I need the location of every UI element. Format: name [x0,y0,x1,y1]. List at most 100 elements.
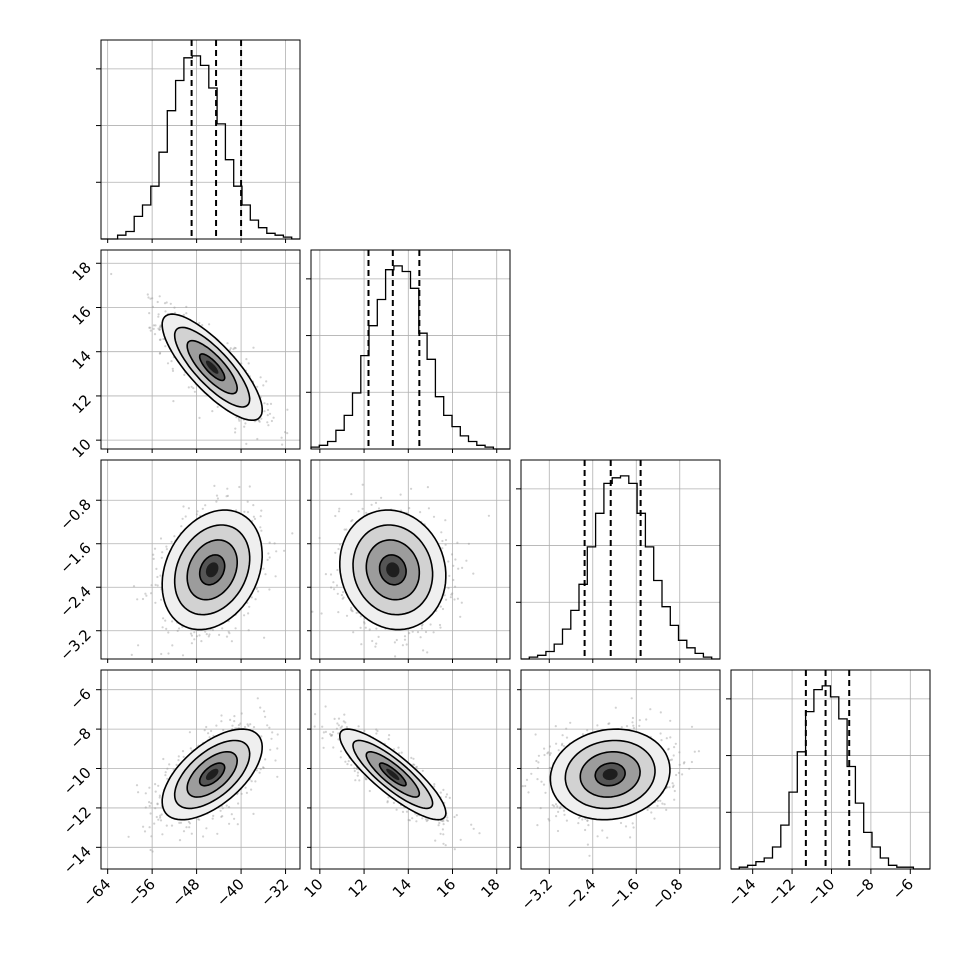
scatter-point [185,305,188,308]
scatter-point [447,560,450,563]
scatter-point [215,494,219,497]
y-tick-label: −2.4 [56,582,94,620]
panel-frame [310,249,511,450]
scatter-point [162,337,165,341]
scatter-point [144,806,147,809]
scatter-point [153,333,157,336]
scatter-point [336,722,339,725]
scatter-point [170,540,173,543]
scatter-point [243,614,246,617]
scatter-point [263,410,266,413]
scatter-point [238,419,241,422]
scatter-point [141,597,145,601]
scatter-point [204,630,207,633]
scatter-point [427,507,430,510]
scatter-point [336,568,339,572]
y-tick-label: 18 [69,258,95,284]
scatter-point [262,766,265,769]
scatter-point [456,597,459,600]
panel-frame [100,39,301,240]
scatter-point [216,497,219,500]
scatter-point [351,610,354,613]
scatter-point [236,823,239,826]
scatter-point [130,653,133,657]
scatter-point [453,598,456,601]
scatter-point [192,387,195,390]
scatter-point [364,626,367,629]
scatter-point [162,757,165,761]
scatter-point [357,510,360,513]
scatter-point [254,780,257,783]
scatter-point [193,631,196,634]
scatter-point [450,553,454,556]
joint-panel-2-3: −3.2 −2.4 −1.6 −0.8 [517,669,721,914]
scatter-point [337,547,340,551]
scatter-point [215,724,218,727]
scatter-point [441,539,444,543]
scatter-point [159,326,162,329]
scatter-point [198,818,201,821]
scatter-point [260,417,263,420]
scatter-point [263,636,266,639]
scatter-point [256,437,259,441]
scatter-point [250,788,253,791]
scatter-point [339,750,343,753]
scatter-point [419,636,422,639]
scatter-point [187,386,190,389]
scatter-point [556,829,560,833]
scatter-point [237,417,240,420]
scatter-point [395,638,398,642]
scatter-point [256,697,259,700]
scatter-point [264,573,267,576]
scatter-point [274,759,277,762]
scatter-point [444,543,447,546]
scatter-point [453,848,456,851]
scatter-point [212,814,215,818]
scatter-point [332,746,335,749]
scatter-point [245,791,248,795]
scatter-point [233,817,236,820]
y-tick-label: 12 [69,391,95,417]
scatter-point [157,315,160,318]
scatter-point [153,822,156,825]
scatter-point [577,822,580,825]
scatter-point [158,295,161,298]
scatter-point [225,495,228,498]
scatter-point [363,729,366,733]
scatter-point [205,725,208,729]
scatter-point [169,302,172,305]
scatter-point [252,726,256,729]
scatter-point [424,630,428,634]
scatter-point [322,731,325,734]
y-tick-label: 10 [69,435,95,461]
scatter-point [487,514,490,517]
scatter-point [154,783,157,786]
scatter-point [248,605,251,608]
scatter-point [149,329,152,332]
contour-line [198,353,226,382]
scatter-point [184,515,187,518]
joint-panel-1-2 [307,459,511,663]
scatter-point [671,782,674,785]
scatter-point [171,367,174,370]
scatter-point [148,326,151,329]
scatter-point [204,504,207,507]
scatter-point [361,507,364,510]
scatter-point [175,763,178,767]
scatter-point [136,598,139,601]
scatter-point [228,348,232,352]
scatter-point [158,352,161,355]
scatter-point [587,824,590,827]
scatter-point [672,754,675,757]
histogram-step [521,475,720,660]
scatter-point [158,338,162,341]
scatter-point [229,347,232,350]
scatter-point [178,839,182,842]
scatter-point [159,324,162,327]
scatter-point [426,651,429,654]
scatter-point [269,402,273,405]
scatter-point [268,588,271,591]
scatter-point [422,649,425,652]
scatter-point [148,826,151,829]
scatter-point [361,483,364,486]
